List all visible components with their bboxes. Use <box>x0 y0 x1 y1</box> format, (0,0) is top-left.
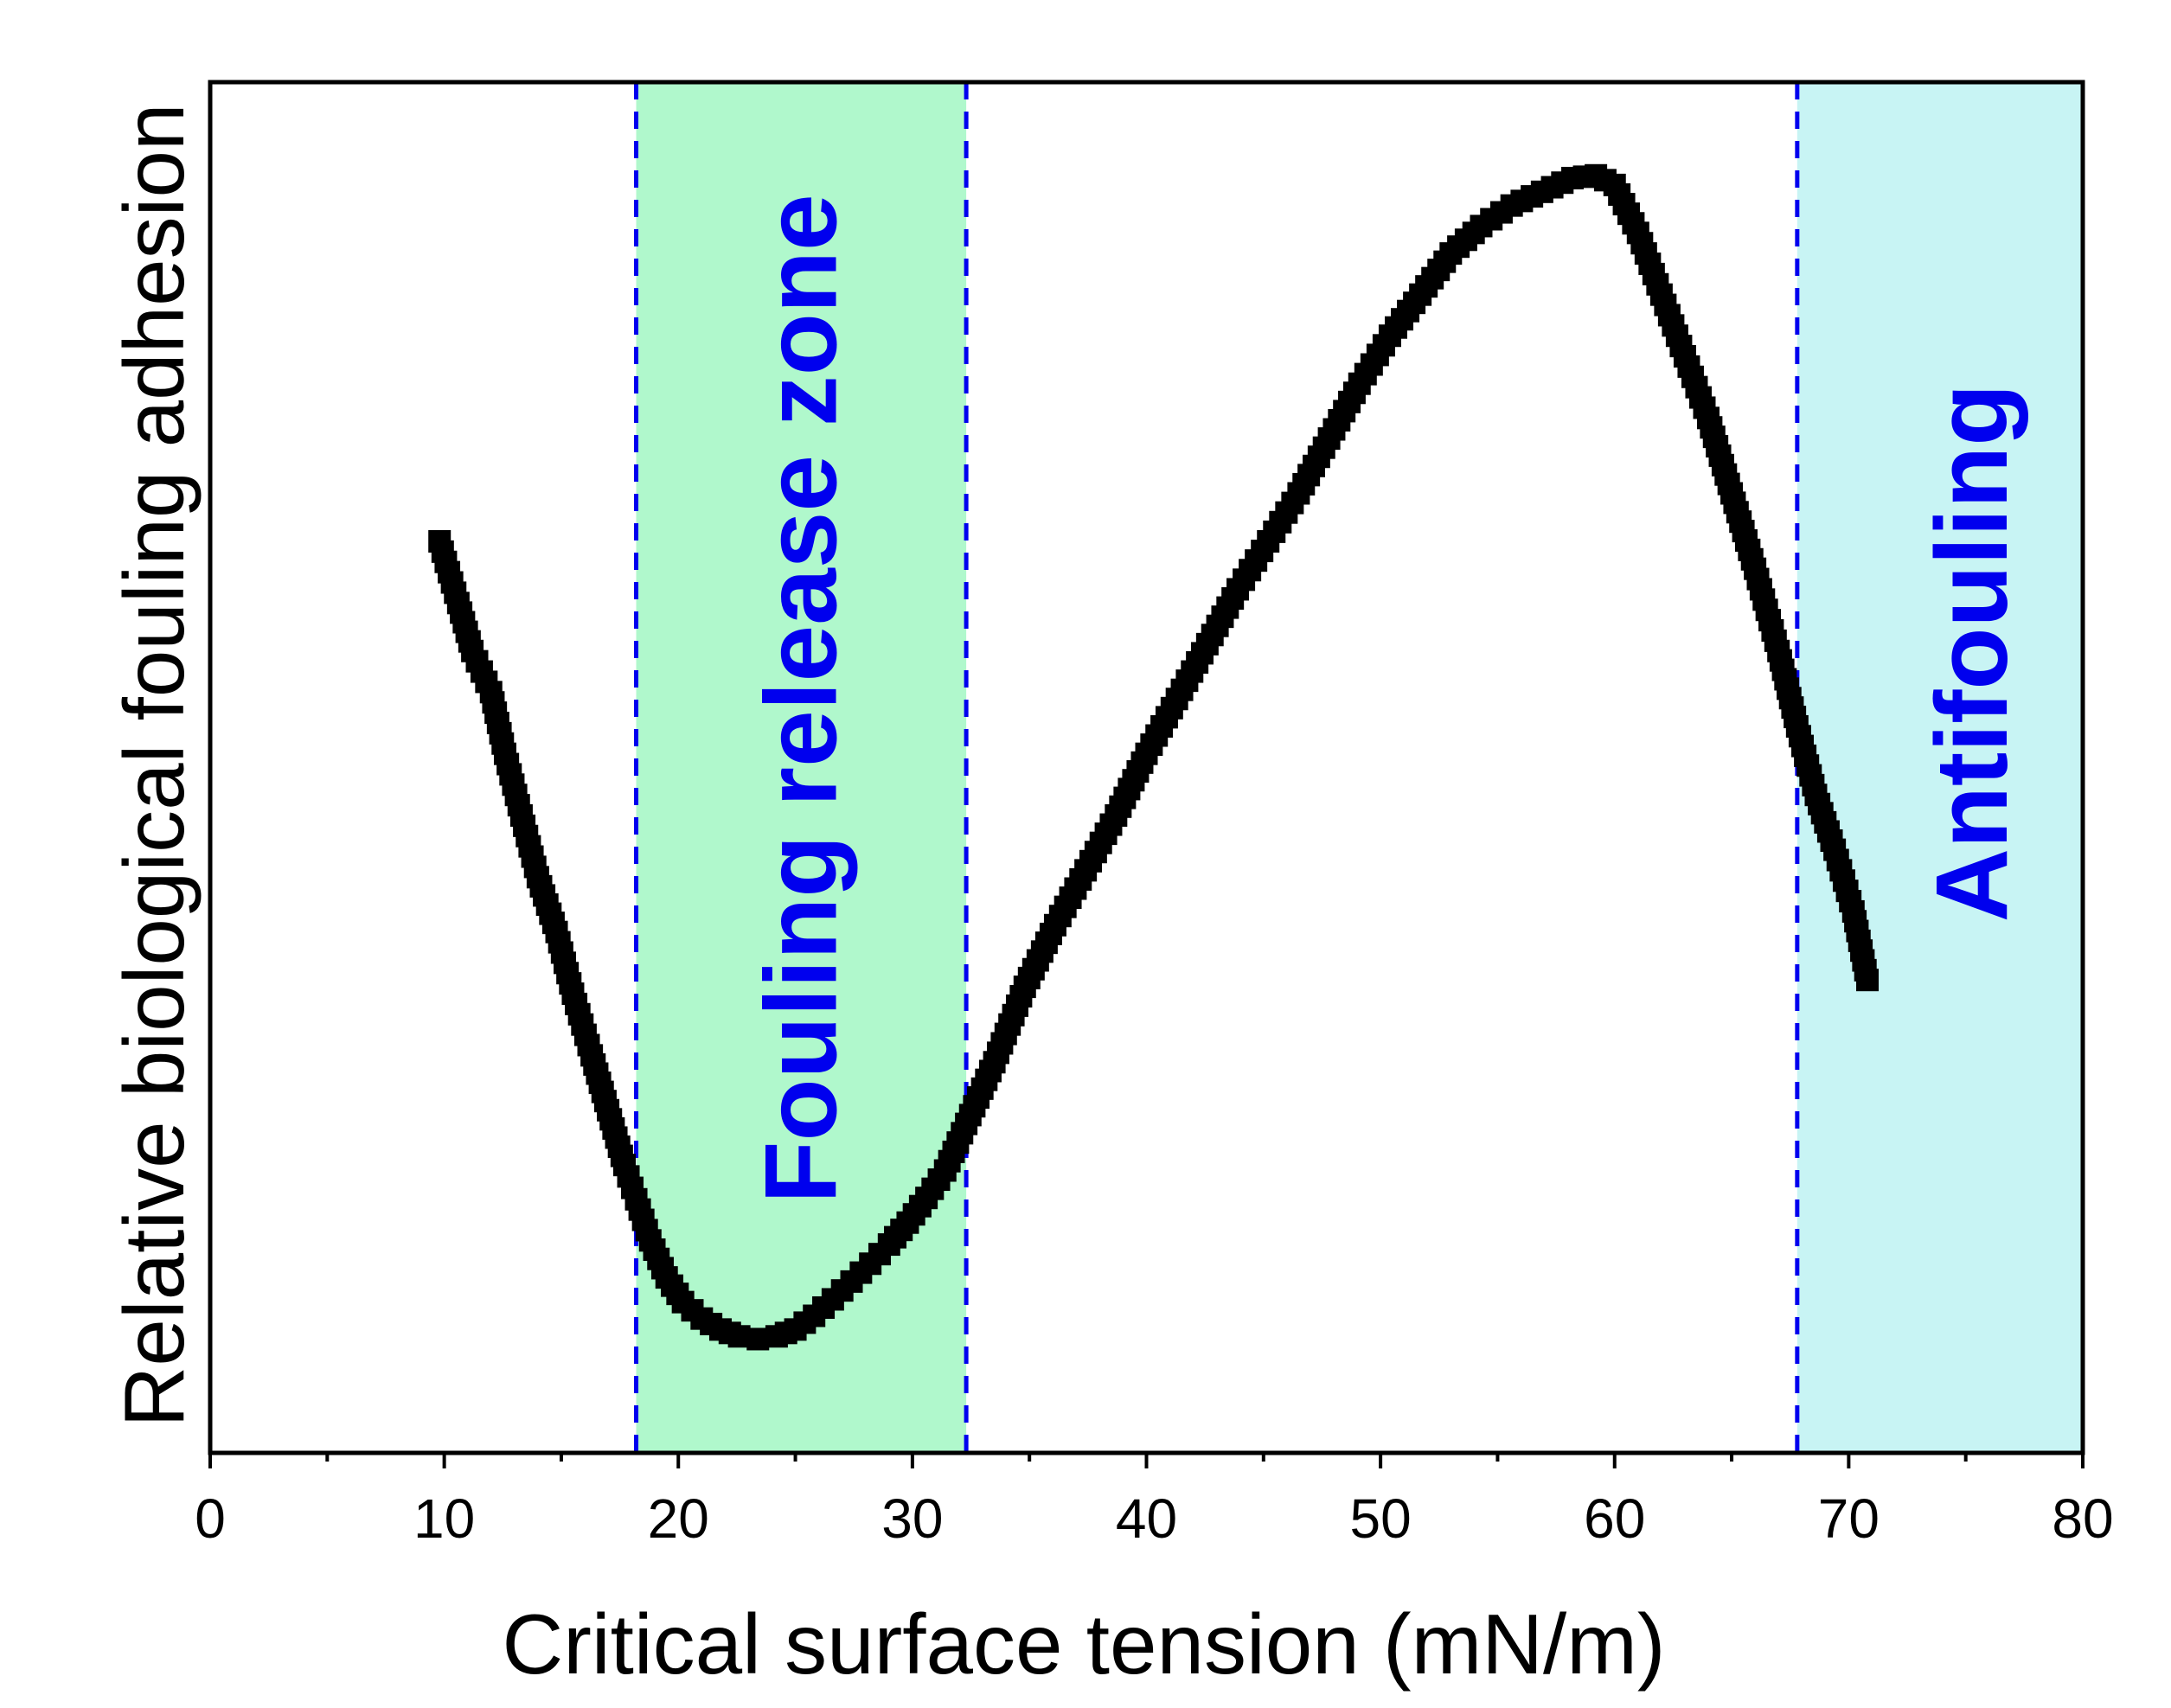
fouling-release-zone-label: Fouling release zone <box>744 194 858 1203</box>
x-tick-label: 40 <box>1116 1487 1177 1550</box>
antifouling-zone-label: Antifouling <box>1915 384 2029 923</box>
data-point <box>1856 969 1880 992</box>
x-tick-label: 10 <box>413 1487 475 1550</box>
x-tick-label: 80 <box>2052 1487 2113 1550</box>
series-adhesion <box>428 163 1880 1351</box>
zones <box>636 82 2083 1453</box>
x-tick-label: 70 <box>1818 1487 1880 1550</box>
antifouling-zone-area <box>1796 82 2083 1453</box>
x-tick-label: 30 <box>881 1487 943 1550</box>
x-axis-title: Critical surface tension (mN/m) <box>502 1596 1665 1692</box>
x-tick-label: 20 <box>648 1487 709 1550</box>
x-tick-label: 0 <box>195 1487 226 1550</box>
x-tick-label: 50 <box>1350 1487 1412 1550</box>
x-axis-ticks: 0 10 20 30 40 50 60 70 80 <box>195 1453 2114 1550</box>
y-axis-title: Relative biological fouling adhesion <box>106 104 202 1428</box>
x-tick-label: 60 <box>1584 1487 1645 1550</box>
